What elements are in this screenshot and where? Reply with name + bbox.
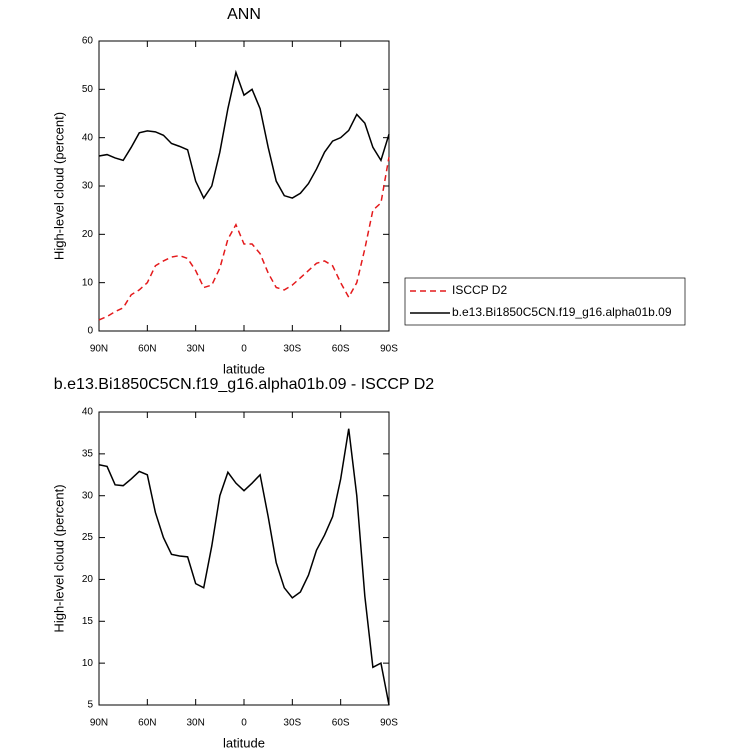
x-tick-label: 60S [332,718,350,729]
y-tick-label: 30 [82,181,94,192]
x-axis-label: latitude [223,735,265,750]
chart-title: b.e13.Bi1850C5CN.f19_g16.alpha01b.09 - I… [54,376,435,393]
plot-frame [98,40,390,332]
data-line [98,428,390,706]
y-tick-label: 10 [82,658,94,669]
y-tick-label: 40 [82,132,94,143]
x-tick-label: 30S [283,718,301,729]
y-tick-label: 30 [82,490,94,501]
legend-label: ISCCP D2 [452,283,507,297]
data-line [98,156,390,321]
x-tick-label: 90N [90,344,108,355]
y-tick-label: 5 [87,700,93,711]
y-tick-label: 50 [82,84,94,95]
y-tick-label: 60 [82,36,94,47]
legend-box [404,277,686,326]
x-tick-label: 30N [186,718,204,729]
y-axis-label: High-level cloud (percent) [51,112,66,260]
y-tick-label: 10 [82,277,94,288]
y-tick-label: 40 [82,407,94,418]
y-tick-label: 25 [82,532,94,543]
y-tick-label: 20 [82,229,94,240]
x-tick-label: 90S [380,344,398,355]
y-tick-label: 35 [82,448,94,459]
x-tick-label: 90N [90,718,108,729]
x-axis-label: latitude [223,361,265,376]
x-tick-label: 60N [138,718,156,729]
x-tick-label: 90S [380,718,398,729]
y-axis-label: High-level cloud (percent) [51,484,66,632]
x-tick-label: 30S [283,344,301,355]
data-line [98,69,390,200]
y-tick-label: 0 [87,326,93,337]
x-tick-label: 0 [241,344,247,355]
legend-label: b.e13.Bi1850C5CN.f19_g16.alpha01b.09 [452,305,672,319]
y-tick-label: 20 [82,574,94,585]
y-tick-label: 15 [82,616,94,627]
x-tick-label: 60N [138,344,156,355]
x-tick-label: 60S [332,344,350,355]
x-tick-label: 30N [186,344,204,355]
x-tick-label: 0 [241,718,247,729]
plot-frame [98,411,390,706]
chart-title: ANN [227,6,261,23]
